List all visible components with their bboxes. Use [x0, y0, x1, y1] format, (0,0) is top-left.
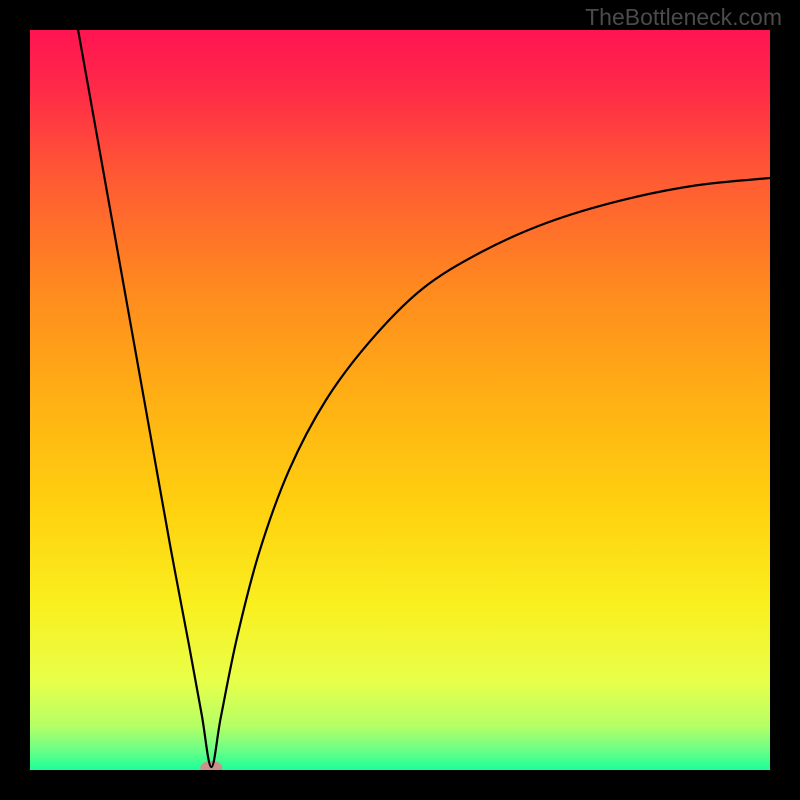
bottleneck-curve [78, 30, 770, 767]
minimum-marker [200, 761, 222, 770]
chart-root: TheBottleneck.com [0, 0, 800, 800]
curve-layer [30, 30, 770, 770]
plot-area [30, 30, 770, 770]
watermark-text: TheBottleneck.com [585, 4, 782, 31]
